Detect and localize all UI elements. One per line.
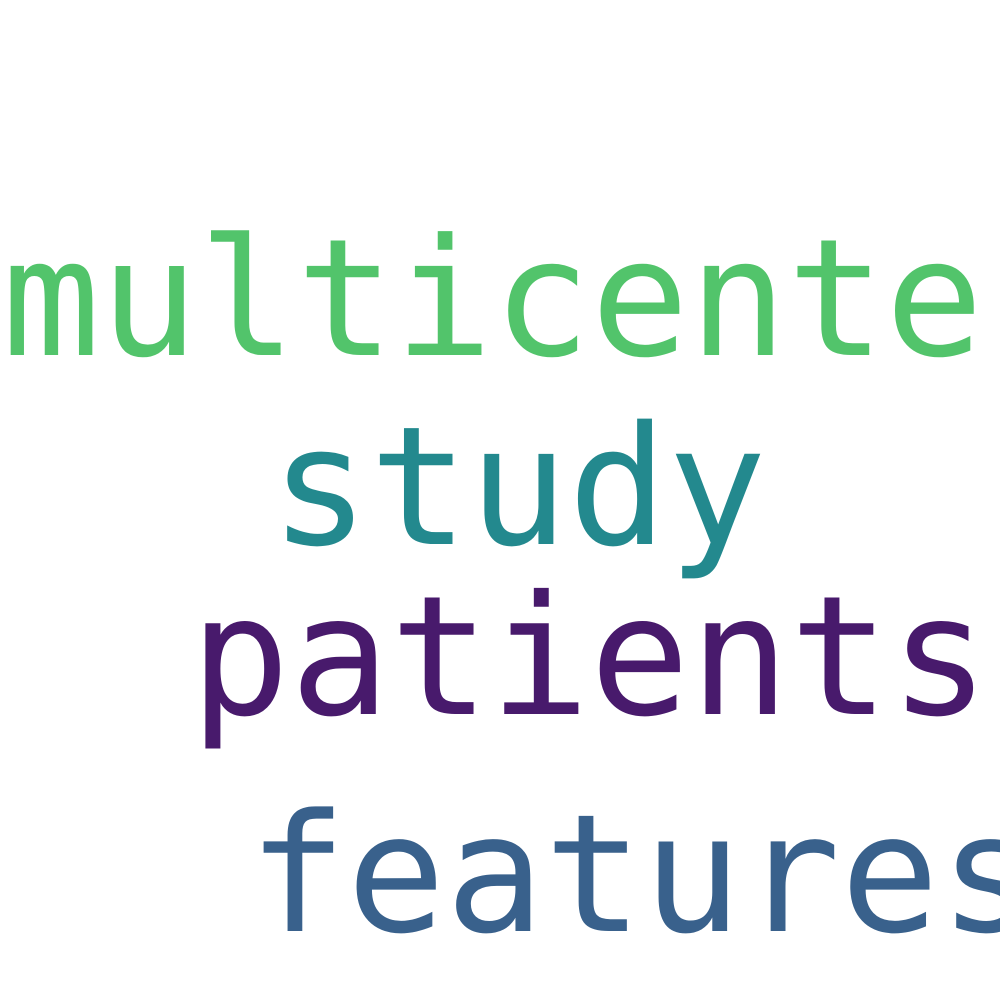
word-patients: patients [190, 561, 990, 754]
word-features: features [248, 779, 1000, 970]
word-study: study [270, 391, 767, 583]
word-multicenter: multicenter [2, 205, 1000, 394]
